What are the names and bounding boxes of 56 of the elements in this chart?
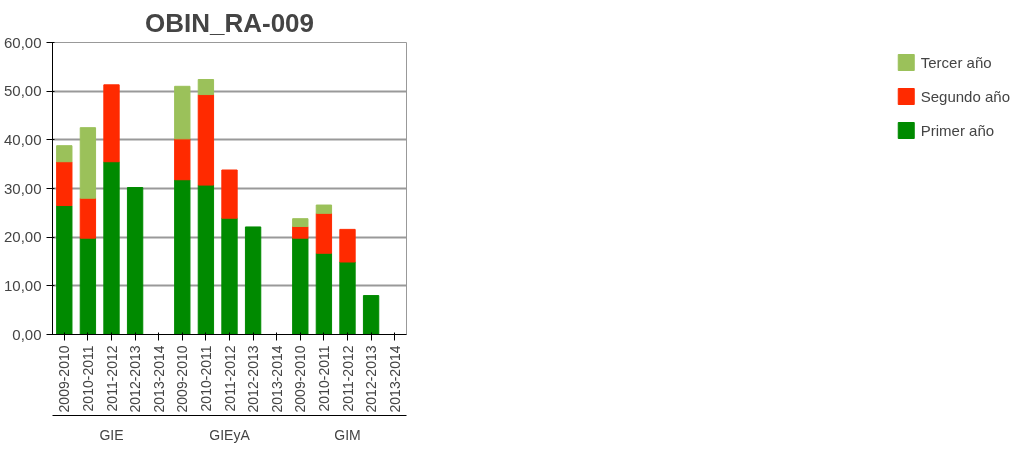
bar xyxy=(103,161,120,335)
x-tick-label: 2012-2013 xyxy=(127,345,144,413)
bar xyxy=(79,237,97,335)
y-tick-label: 20,00 xyxy=(3,228,42,246)
bar xyxy=(197,78,215,96)
y-tick-label: 60,00 xyxy=(3,33,42,51)
x-tick-label: 2011-2012 xyxy=(339,345,356,412)
y-tick-label: 0,00 xyxy=(12,325,42,343)
x-tick-label: 2009-2010 xyxy=(292,345,309,413)
bar xyxy=(79,127,97,199)
bar xyxy=(174,138,191,181)
bar xyxy=(221,169,238,219)
x-tick-label: 2013-2014 xyxy=(150,345,167,413)
bar xyxy=(79,197,97,239)
bar xyxy=(362,295,380,335)
x-tick-label: 2011-2012 xyxy=(103,345,120,412)
bar xyxy=(56,161,73,207)
bar xyxy=(292,237,309,335)
text: GIM xyxy=(334,426,361,443)
x-tick-label: 2010-2011 xyxy=(197,345,214,412)
x-tick-label: 2010-2011 xyxy=(315,345,332,412)
bar xyxy=(197,184,215,335)
legend-label: Primer año xyxy=(920,121,995,139)
bar xyxy=(339,261,356,335)
x-tick-label: 2012-2013 xyxy=(245,345,262,413)
bar xyxy=(292,225,309,239)
y-tick-label: 30,00 xyxy=(3,179,42,197)
x-tick-label: 2009-2010 xyxy=(174,345,191,413)
bar xyxy=(174,179,191,335)
y-tick-label: 10,00 xyxy=(3,276,42,294)
x-tick-label: 2011-2012 xyxy=(221,345,238,412)
y-tick-label: 40,00 xyxy=(3,130,42,148)
bar xyxy=(292,218,309,227)
x-tick-label: 2013-2014 xyxy=(268,345,285,413)
legend-label: Tercer año xyxy=(920,53,992,71)
bar xyxy=(244,226,262,335)
bar xyxy=(103,84,120,163)
bar xyxy=(315,252,333,335)
bar xyxy=(315,212,333,254)
bar xyxy=(174,85,191,140)
x-tick-label: 2013-2014 xyxy=(386,345,403,413)
x-tick-label: 2012-2013 xyxy=(363,345,380,413)
bar xyxy=(56,205,73,335)
bar xyxy=(339,228,356,263)
x-tick-label: 2010-2011 xyxy=(79,345,96,412)
text: GIE xyxy=(99,426,124,443)
text: GIEyA xyxy=(209,426,251,443)
bar xyxy=(221,217,238,335)
bar xyxy=(315,204,333,214)
legend-label: Segundo año xyxy=(920,87,1010,105)
y-tick-label: 50,00 xyxy=(3,82,42,100)
bar xyxy=(126,187,144,335)
chart-title: OBIN_RA-009 xyxy=(144,7,315,38)
bar xyxy=(56,145,73,163)
bar xyxy=(197,94,215,186)
x-tick-label: 2009-2010 xyxy=(56,345,73,413)
